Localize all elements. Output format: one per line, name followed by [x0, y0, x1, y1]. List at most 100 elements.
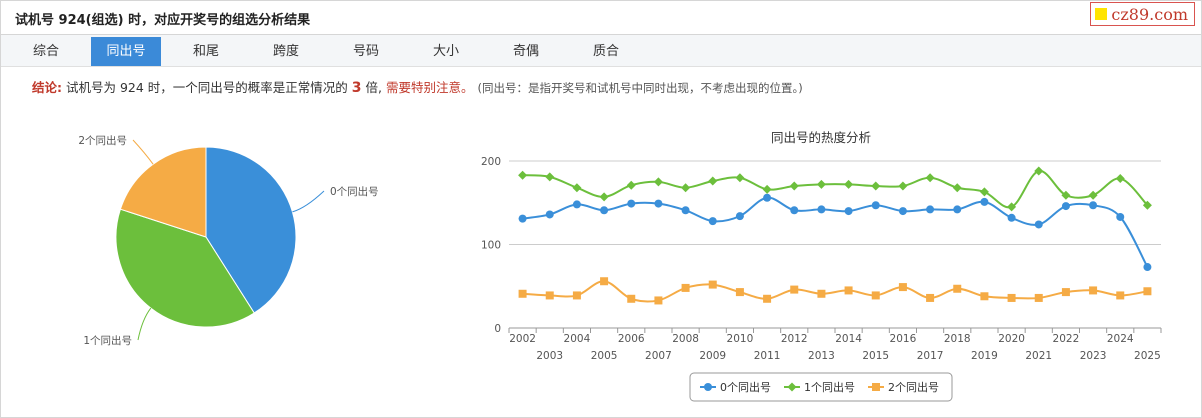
pie-label-line: [137, 307, 152, 341]
x-tick-label: 2005: [591, 350, 618, 362]
y-tick-label: 200: [481, 156, 501, 168]
data-point: [1089, 201, 1098, 210]
data-point: [817, 205, 826, 214]
series-line: [522, 170, 1149, 209]
conclusion-label: 结论:: [32, 80, 62, 95]
data-point: [708, 176, 718, 186]
data-point: [545, 210, 554, 219]
data-point: [1116, 291, 1125, 300]
page-title: 试机号 924(组选) 时，对应开奖号的组选分析结果: [15, 13, 311, 28]
data-point: [953, 284, 962, 293]
data-point: [763, 294, 772, 303]
tab-sum-tail[interactable]: 和尾: [192, 44, 219, 59]
data-point: [898, 181, 908, 191]
x-tick-label: 2017: [917, 350, 944, 362]
data-point: [518, 289, 527, 298]
data-point: [626, 180, 636, 190]
data-point: [871, 181, 881, 191]
tab-number[interactable]: 号码: [352, 44, 379, 59]
data-point: [1089, 286, 1098, 295]
x-tick-label: 2022: [1053, 333, 1080, 345]
series-line: [522, 280, 1148, 303]
data-point: [1007, 213, 1016, 222]
tab-same-numbers[interactable]: 同出号: [91, 37, 161, 66]
data-point: [926, 205, 935, 214]
data-point: [790, 206, 799, 215]
data-point: [871, 201, 880, 210]
x-tick-label: 2024: [1107, 333, 1134, 345]
pie-label-line: [132, 139, 154, 165]
data-point: [572, 291, 581, 300]
data-point: [1115, 174, 1125, 184]
data-point: [653, 177, 663, 187]
data-point: [844, 179, 854, 189]
x-tick-label: 2010: [727, 333, 754, 345]
conclusion-body: 试机号为 924 时，一个同出号的概率是正常情况的: [65, 80, 348, 95]
data-point: [708, 217, 717, 226]
data-point: [898, 283, 907, 292]
x-tick-label: 2020: [998, 333, 1025, 345]
x-tick-label: 2008: [672, 333, 699, 345]
y-tick-label: 0: [494, 323, 501, 335]
x-tick-label: 2013: [808, 350, 835, 362]
data-point: [599, 192, 609, 202]
logo-text: cz89.com: [1111, 4, 1188, 24]
tab-big-small[interactable]: 大小: [432, 44, 459, 59]
data-point: [572, 200, 581, 209]
pie-chart: 0个同出号 1个同出号 2个同出号: [78, 134, 378, 347]
pie-label: 2个同出号: [78, 134, 127, 147]
data-point: [1034, 220, 1043, 229]
data-point: [844, 207, 853, 216]
x-tick-label: 2015: [862, 350, 889, 362]
legend-label: 1个同出号: [804, 380, 855, 394]
site-logo[interactable]: cz89.com: [1090, 2, 1195, 26]
x-tick-label: 2025: [1134, 350, 1161, 362]
legend-marker: [704, 383, 712, 391]
conclusion-text: 结论: 试机号为 924 时，一个同出号的概率是正常情况的 3 倍, 需要特别注…: [32, 77, 803, 96]
x-tick-label: 2018: [944, 333, 971, 345]
data-point: [1116, 212, 1125, 221]
data-point: [1142, 200, 1152, 210]
title-bar: 试机号 924(组选) 时，对应开奖号的组选分析结果 cz89.com: [1, 1, 1201, 35]
data-point: [735, 288, 744, 297]
legend-box: [689, 372, 953, 402]
x-tick-label: 2023: [1080, 350, 1107, 362]
data-point: [953, 205, 962, 214]
data-point: [600, 277, 609, 286]
data-point: [979, 187, 989, 197]
data-point: [1143, 263, 1152, 272]
data-point: [545, 172, 555, 182]
data-point: [926, 293, 935, 302]
data-point: [572, 183, 582, 193]
pie-slice: [119, 146, 207, 238]
x-tick-label: 2011: [754, 350, 781, 362]
data-point: [1061, 288, 1070, 297]
data-point: [518, 170, 528, 180]
tab-comprehensive[interactable]: 综合: [32, 44, 59, 59]
tab-prime-composite[interactable]: 质合: [592, 44, 619, 59]
data-point: [627, 294, 636, 303]
data-point: [871, 291, 880, 300]
x-tick-label: 2014: [835, 333, 862, 345]
data-point: [790, 285, 799, 294]
legend-label: 0个同出号: [720, 380, 771, 394]
data-point: [789, 181, 799, 191]
data-point: [1088, 190, 1098, 200]
tab-bar: 综合 同出号 和尾 跨度 号码 大小 奇偶 质合: [1, 35, 1201, 67]
legend: 0个同出号 1个同出号 2个同出号: [689, 372, 953, 402]
pie-label: 1个同出号: [83, 334, 132, 347]
x-tick-label: 2004: [564, 333, 591, 345]
x-tick-label: 2009: [699, 350, 726, 362]
x-tick-label: 2021: [1025, 350, 1052, 362]
data-point: [654, 296, 663, 305]
x-tick-label: 2002: [509, 333, 536, 345]
x-tick-label: 2019: [971, 350, 998, 362]
tab-span[interactable]: 跨度: [272, 44, 299, 59]
data-point: [627, 199, 636, 208]
conclusion-multiple: 3: [351, 80, 362, 96]
data-point: [545, 291, 554, 300]
data-point: [1007, 293, 1016, 302]
x-tick-label: 2016: [890, 333, 917, 345]
tab-odd-even[interactable]: 奇偶: [512, 44, 539, 59]
data-point: [844, 286, 853, 295]
